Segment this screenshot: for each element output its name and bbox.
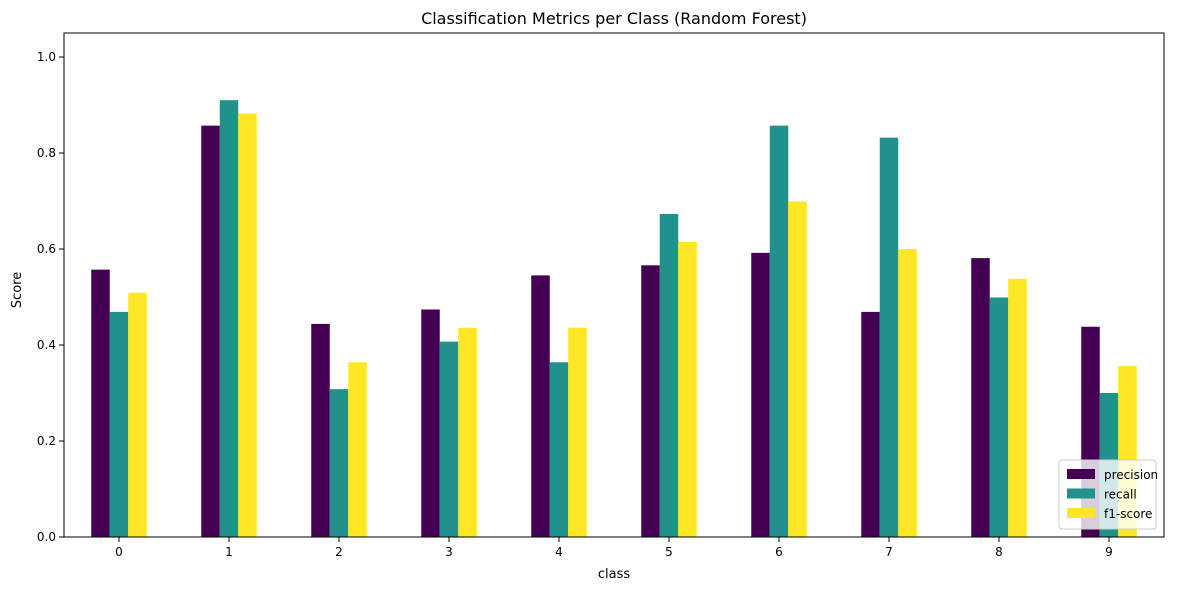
bar-f1-score-class-8 [1008,278,1027,537]
y-tick-label: 0.2 [37,434,56,448]
legend-label-precision: precision [1104,468,1158,482]
plot-frame [63,32,1165,538]
bar-precision-class-8 [971,258,990,537]
bar-precision-class-1 [201,125,220,537]
bar-precision-class-5 [641,265,660,537]
bar-recall-class-8 [989,297,1009,537]
legend-swatch-recall [1067,488,1095,499]
x-tick-label: 9 [1105,545,1113,559]
y-tick-label: 0.6 [37,242,56,256]
x-axis-ticks: 0 1 2 3 4 5 6 7 8 9 [115,537,1113,559]
bar-f1-score-class-1 [238,113,257,537]
bar-recall-class-3 [439,341,459,537]
bar-f1-score-class-0 [128,292,147,537]
bar-precision-class-3 [421,309,440,537]
bar-f1-score-class-6 [788,201,807,538]
x-tick-label: 4 [555,545,563,559]
bar-precision-class-4 [531,275,550,537]
bar-f1-score-class-5 [678,241,697,538]
x-tick-label: 7 [885,545,893,559]
bar-recall-class-0 [109,311,129,537]
bar-precision-class-0 [91,269,110,537]
bar-precision-class-7 [861,311,880,537]
bar-recall-class-1 [219,100,239,537]
bar-f1-score-class-7 [898,249,917,537]
bar-recall-class-2 [329,389,349,537]
bar-f1-score-class-2 [348,362,367,537]
bar-f1-score-class-3 [458,327,477,537]
bar-precision-class-2 [311,323,330,537]
legend-label-f1-score: f1-score [1104,507,1152,521]
bar-precision-class-6 [751,252,770,537]
x-axis-label: class [598,567,630,582]
bar-recall-class-5 [659,213,679,537]
legend-swatch-f1-score [1067,508,1095,518]
x-tick-label: 6 [775,545,783,559]
legend-swatch-precision [1067,469,1095,479]
y-tick-label: 0.4 [37,338,56,352]
bar-recall-class-7 [879,137,899,537]
bar-recall-class-6 [769,125,789,537]
y-tick-label: 0.0 [37,530,56,544]
x-tick-label: 2 [335,545,343,559]
bar-recall-class-4 [549,362,569,537]
x-tick-label: 5 [665,545,673,559]
bars-group [91,100,1137,538]
chart-title: Classification Metrics per Class (Random… [421,9,807,28]
x-tick-label: 3 [445,545,453,559]
x-tick-label: 1 [225,545,233,559]
legend-label-recall: recall [1104,488,1137,502]
y-axis-label: Score [10,272,25,308]
bar-f1-score-class-4 [568,327,587,537]
x-tick-label: 0 [115,545,123,559]
y-axis-ticks: 0.0 0.2 0.4 0.6 0.8 1.0 [37,50,64,544]
legend: precision recall f1-score [1058,459,1158,530]
y-tick-label: 0.8 [37,146,56,160]
x-tick-label: 8 [995,545,1003,559]
y-tick-label: 1.0 [37,50,56,64]
